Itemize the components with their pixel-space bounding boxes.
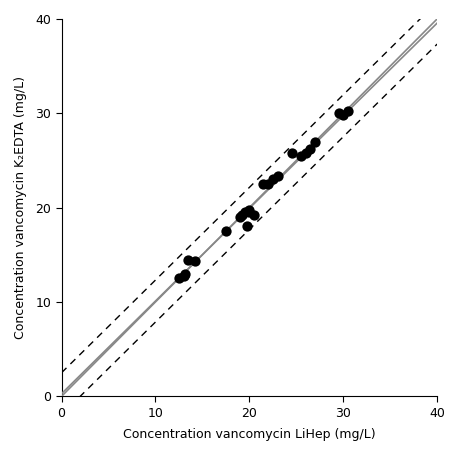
Point [246,209,253,216]
Point [182,270,189,278]
Point [297,152,305,159]
Point [264,180,272,187]
Point [269,176,276,183]
Point [185,256,192,263]
Point [241,209,248,216]
Point [335,110,342,117]
X-axis label: Concentration vancomycin LiHep (mg/L): Concentration vancomycin LiHep (mg/L) [123,428,375,441]
Point [311,138,319,145]
Point [340,111,347,119]
Point [302,149,309,157]
Point [236,213,244,221]
Point [222,228,230,235]
Point [175,275,183,282]
Point [238,212,246,219]
Point [307,146,314,153]
Point [246,206,253,213]
Point [288,149,295,157]
Point [274,173,281,180]
Point [180,272,187,279]
Point [344,108,352,115]
Y-axis label: Concentration vancomycin K₂EDTA (mg/L): Concentration vancomycin K₂EDTA (mg/L) [14,76,27,339]
Point [244,223,251,230]
Point [260,180,267,187]
Point [250,212,257,219]
Point [191,258,199,265]
